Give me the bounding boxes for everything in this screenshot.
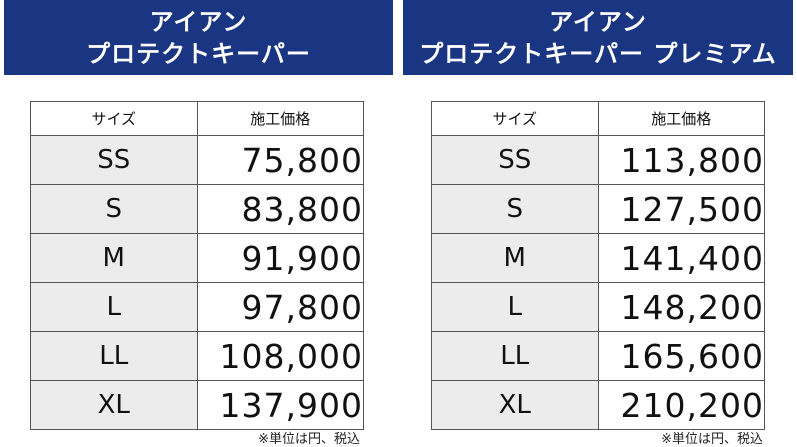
size-cell: M [431, 233, 599, 283]
price-cell: 91,900 [196, 233, 364, 283]
price-cell: 113,800 [597, 135, 765, 185]
table-row: LL 165,600 [431, 331, 765, 381]
price-column-header: 施工価格 [196, 101, 364, 136]
table-row: L 97,800 [30, 282, 364, 332]
table-row: LL 108,000 [30, 331, 364, 381]
table-row: XL 210,200 [431, 380, 765, 430]
price-cell: 83,800 [196, 184, 364, 234]
standard-banner: アイアン プロテクトキーパー [4, 0, 393, 75]
size-cell: M [30, 233, 198, 283]
table-header-row: サイズ 施工価格 [431, 101, 765, 136]
price-cell: 108,000 [196, 331, 364, 381]
size-column-header: サイズ [431, 101, 599, 136]
size-column-header: サイズ [30, 101, 198, 136]
size-cell: L [30, 282, 198, 332]
premium-title-line2: プロテクトキーパー プレミアム [419, 39, 777, 68]
unit-note: ※単位は円、税込 [661, 432, 763, 447]
size-cell: SS [431, 135, 599, 185]
price-cell: 75,800 [196, 135, 364, 185]
standard-title-line1: アイアン [149, 7, 248, 36]
size-cell: S [431, 184, 599, 234]
size-cell: SS [30, 135, 198, 185]
price-cell: 141,400 [597, 233, 765, 283]
unit-note: ※単位は円、税込 [258, 432, 360, 447]
price-cell: 210,200 [597, 380, 765, 430]
price-cell: 97,800 [196, 282, 364, 332]
premium-banner: アイアン プロテクトキーパー プレミアム [403, 0, 793, 75]
size-cell: XL [30, 380, 198, 430]
size-cell: S [30, 184, 198, 234]
table-row: S 83,800 [30, 184, 364, 234]
table-row: L 148,200 [431, 282, 765, 332]
table-row: SS 75,800 [30, 135, 364, 185]
size-cell: LL [431, 331, 599, 381]
premium-price-table: サイズ 施工価格 SS 113,800 S 127,500 M 141,400 … [431, 101, 765, 430]
table-header-row: サイズ 施工価格 [30, 101, 364, 136]
table-row: S 127,500 [431, 184, 765, 234]
size-cell: LL [30, 331, 198, 381]
premium-price-panel: アイアン プロテクトキーパー プレミアム サイズ 施工価格 SS 113,800… [403, 0, 793, 447]
standard-price-table: サイズ 施工価格 SS 75,800 S 83,800 M 91,900 L 9… [30, 101, 364, 430]
table-row: SS 113,800 [431, 135, 765, 185]
price-cell: 165,600 [597, 331, 765, 381]
table-row: M 141,400 [431, 233, 765, 283]
price-cell: 127,500 [597, 184, 765, 234]
price-cell: 148,200 [597, 282, 765, 332]
size-cell: XL [431, 380, 599, 430]
standard-price-panel: アイアン プロテクトキーパー サイズ 施工価格 SS 75,800 S 83,8… [4, 0, 393, 447]
price-column-header: 施工価格 [597, 101, 765, 136]
premium-title-line1: アイアン [549, 7, 647, 36]
table-row: M 91,900 [30, 233, 364, 283]
price-cell: 137,900 [196, 380, 364, 430]
table-row: XL 137,900 [30, 380, 364, 430]
standard-title-line2: プロテクトキーパー [86, 39, 311, 68]
size-cell: L [431, 282, 599, 332]
